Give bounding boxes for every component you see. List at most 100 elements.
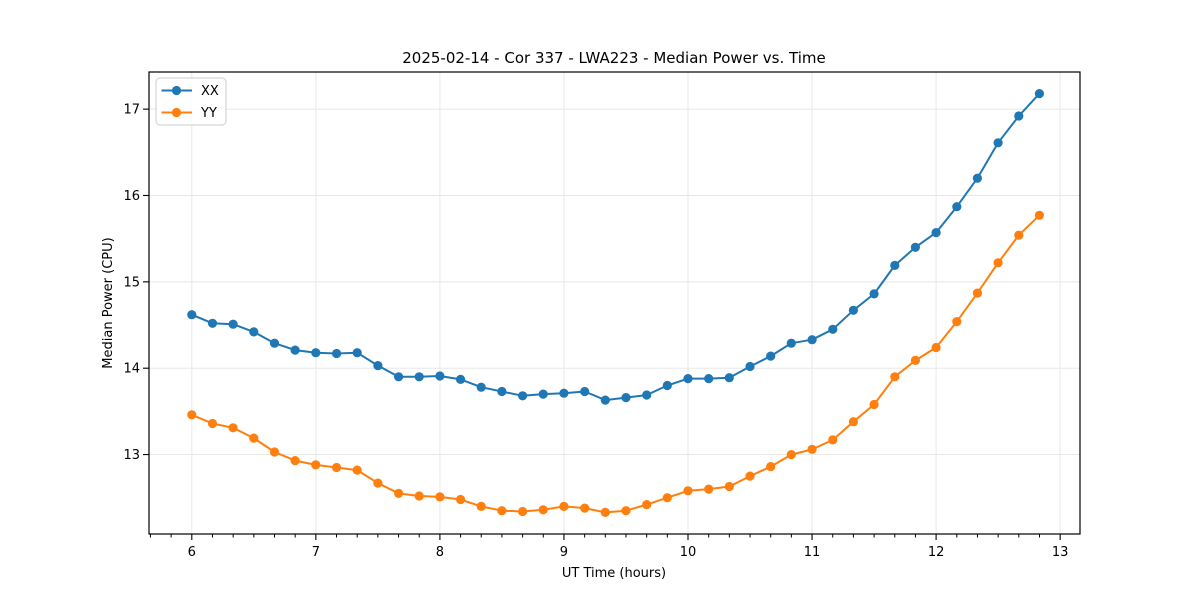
series-YY — [187, 210, 1044, 517]
x-tick-label: 12 — [928, 545, 945, 560]
y-tick-label: 16 — [123, 189, 140, 204]
data-point-marker — [476, 382, 486, 392]
data-point-marker — [518, 506, 528, 517]
y-tick-label: 14 — [123, 362, 140, 377]
x-tick-label: 13 — [1052, 545, 1069, 560]
data-point-marker — [972, 288, 983, 298]
data-point-marker — [600, 395, 610, 405]
series-XX — [187, 89, 1044, 405]
data-point-marker — [828, 324, 838, 334]
data-point-marker — [848, 305, 859, 315]
data-point-marker — [311, 460, 321, 470]
data-point-marker — [538, 505, 548, 515]
axis-ticks-layer: 6 7 8 9 10 11 12 13 13 14 15 16 17 — [123, 103, 1068, 560]
data-point-marker — [394, 372, 404, 382]
data-point-marker — [187, 410, 197, 420]
data-point-marker — [476, 501, 486, 511]
data-point-marker — [931, 342, 941, 353]
data-point-marker — [456, 494, 466, 505]
data-point-marker — [952, 317, 962, 327]
data-point-marker — [580, 386, 590, 397]
data-point-marker — [848, 417, 859, 427]
data-point-marker — [456, 374, 466, 384]
data-point-marker — [580, 503, 590, 513]
data-point-marker — [952, 202, 962, 212]
data-point-marker — [497, 506, 507, 516]
y-axis-label: Median Power (CPU) — [101, 237, 116, 368]
data-point-marker — [414, 372, 424, 382]
data-point-marker — [766, 462, 776, 472]
data-point-marker — [538, 389, 548, 399]
data-point-marker — [910, 242, 921, 252]
data-point-marker — [1034, 89, 1044, 99]
x-tick-label: 9 — [560, 545, 568, 560]
data-point-marker — [311, 348, 321, 358]
x-tick-label: 6 — [188, 545, 196, 560]
data-point-marker — [290, 456, 300, 466]
data-point-marker — [766, 351, 776, 361]
data-point-marker — [786, 450, 796, 460]
data-point-marker — [187, 310, 197, 320]
data-point-marker — [890, 372, 900, 382]
grid-layer — [149, 72, 1080, 534]
data-point-marker — [745, 361, 755, 372]
data-point-marker — [1014, 230, 1024, 240]
data-point-marker — [249, 433, 259, 443]
data-point-marker — [807, 444, 817, 454]
x-tick-label: 10 — [680, 545, 697, 560]
y-tick-label: 17 — [123, 103, 140, 118]
data-point-marker — [435, 492, 445, 502]
data-point-marker — [621, 393, 631, 403]
data-point-marker — [724, 373, 734, 383]
data-point-marker — [724, 481, 734, 492]
legend-marker-YY — [171, 107, 182, 118]
data-point-marker — [1014, 111, 1024, 121]
data-point-marker — [642, 500, 652, 510]
legend: XX YY — [155, 77, 227, 126]
series-layer — [187, 89, 1044, 517]
data-point-marker — [559, 501, 569, 511]
data-point-marker — [352, 465, 362, 475]
data-point-marker — [269, 447, 280, 457]
data-point-marker — [559, 388, 569, 398]
data-point-marker — [332, 348, 342, 359]
data-point-marker — [435, 371, 445, 381]
data-point-marker — [290, 345, 300, 355]
data-point-marker — [1034, 210, 1044, 220]
chart-title: 2025-02-14 - Cor 337 - LWA223 - Median P… — [402, 49, 826, 67]
data-point-marker — [704, 484, 714, 494]
data-point-marker — [993, 138, 1003, 148]
data-point-marker — [600, 507, 610, 517]
data-point-marker — [745, 471, 755, 481]
x-tick-label: 8 — [436, 545, 444, 560]
x-tick-label: 7 — [312, 545, 320, 560]
data-point-marker — [683, 486, 693, 496]
data-point-marker — [931, 228, 941, 238]
data-point-marker — [828, 435, 838, 445]
legend-marker-XX — [171, 85, 182, 96]
data-point-marker — [869, 399, 879, 410]
data-point-marker — [662, 380, 672, 391]
data-point-marker — [869, 289, 879, 299]
data-point-marker — [786, 338, 796, 348]
data-point-marker — [518, 391, 528, 401]
data-point-marker — [414, 491, 424, 501]
data-point-marker — [228, 319, 238, 329]
x-axis-label: UT Time (hours) — [562, 566, 666, 581]
data-point-marker — [373, 361, 383, 371]
data-point-marker — [228, 423, 238, 433]
y-tick-label: 13 — [123, 448, 140, 463]
data-point-marker — [683, 374, 693, 384]
y-tick-label: 15 — [123, 275, 140, 290]
legend-label-XX: XX — [201, 84, 219, 99]
data-point-marker — [993, 258, 1003, 268]
x-tick-label: 11 — [804, 545, 821, 560]
data-point-marker — [972, 173, 983, 183]
data-point-marker — [249, 327, 259, 337]
data-point-marker — [207, 318, 218, 328]
data-point-marker — [807, 335, 817, 345]
data-point-marker — [890, 260, 900, 270]
legend-label-YY: YY — [200, 106, 217, 121]
data-point-marker — [207, 418, 218, 429]
